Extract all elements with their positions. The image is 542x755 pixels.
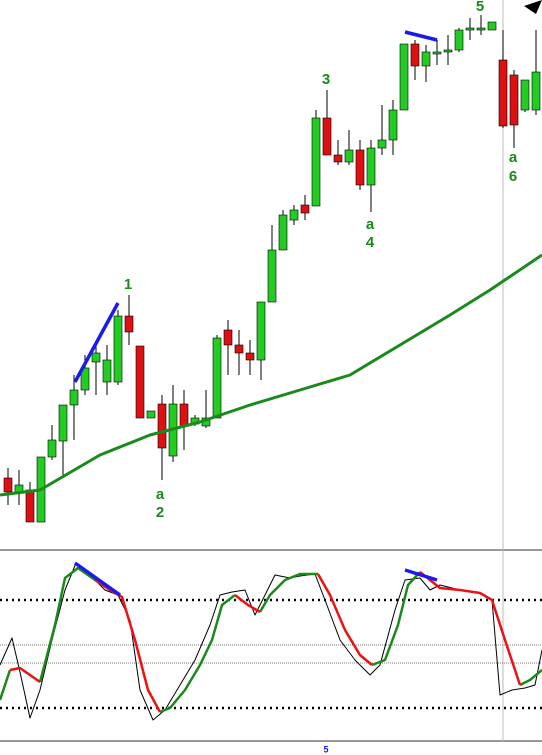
candle-body (421, 51, 431, 67)
annotation: 4 (366, 234, 375, 251)
candle-body (157, 403, 167, 449)
candle-body (366, 147, 376, 186)
annotation: 5 (323, 744, 328, 754)
candle-body (3, 477, 13, 493)
candle-body (223, 329, 233, 346)
candle-body (344, 149, 354, 163)
candle-body (476, 27, 486, 31)
candle-body (135, 345, 145, 419)
trend-line (404, 568, 438, 582)
candle-body (322, 117, 332, 156)
candle-body (388, 109, 398, 141)
candle-body (377, 139, 387, 149)
corner-icon (524, 0, 542, 14)
candle-body (531, 71, 541, 111)
candle-body (146, 410, 156, 419)
candle-body (311, 117, 321, 207)
annotation: 1 (124, 276, 132, 293)
annotation: a (509, 149, 518, 166)
candle-body (289, 209, 299, 221)
candle-body (278, 214, 288, 251)
trend-line (73, 561, 122, 597)
candle-body (410, 43, 420, 67)
candle-body (212, 337, 222, 419)
candle-body (25, 489, 35, 523)
candle-body (124, 315, 134, 333)
candle-body (520, 79, 530, 111)
annotation: a (366, 216, 375, 233)
candle-body (256, 301, 266, 361)
candle-body (487, 21, 497, 31)
trend-line (73, 302, 120, 383)
candle-body (443, 49, 453, 53)
candle-body (69, 389, 79, 406)
oscillator-line (9, 571, 522, 713)
candle-body (267, 249, 277, 303)
moving-average (0, 253, 542, 497)
candle-body (91, 352, 101, 363)
candle-body (58, 404, 68, 442)
candle-body (102, 359, 112, 383)
candle-body (465, 27, 475, 31)
annotation: 5 (476, 0, 484, 15)
oscillator-line (0, 566, 542, 714)
candle-body (47, 439, 57, 458)
candle-body (80, 367, 90, 391)
annotation: a (156, 486, 165, 503)
candle-body (399, 43, 409, 111)
candle-body (113, 315, 123, 383)
candle-body (179, 403, 189, 427)
trend-line (404, 30, 438, 42)
annotation: 2 (156, 504, 164, 521)
candle-body (333, 154, 343, 163)
candle-body (454, 29, 464, 51)
candle-body (234, 344, 244, 354)
annotation: 6 (509, 168, 517, 185)
candle-body (498, 59, 508, 127)
candle-body (245, 352, 255, 361)
annotation: 3 (322, 71, 330, 88)
candle-body (509, 74, 519, 126)
candle-body (432, 51, 442, 55)
candle-body (355, 149, 365, 186)
candle-body (300, 204, 310, 214)
